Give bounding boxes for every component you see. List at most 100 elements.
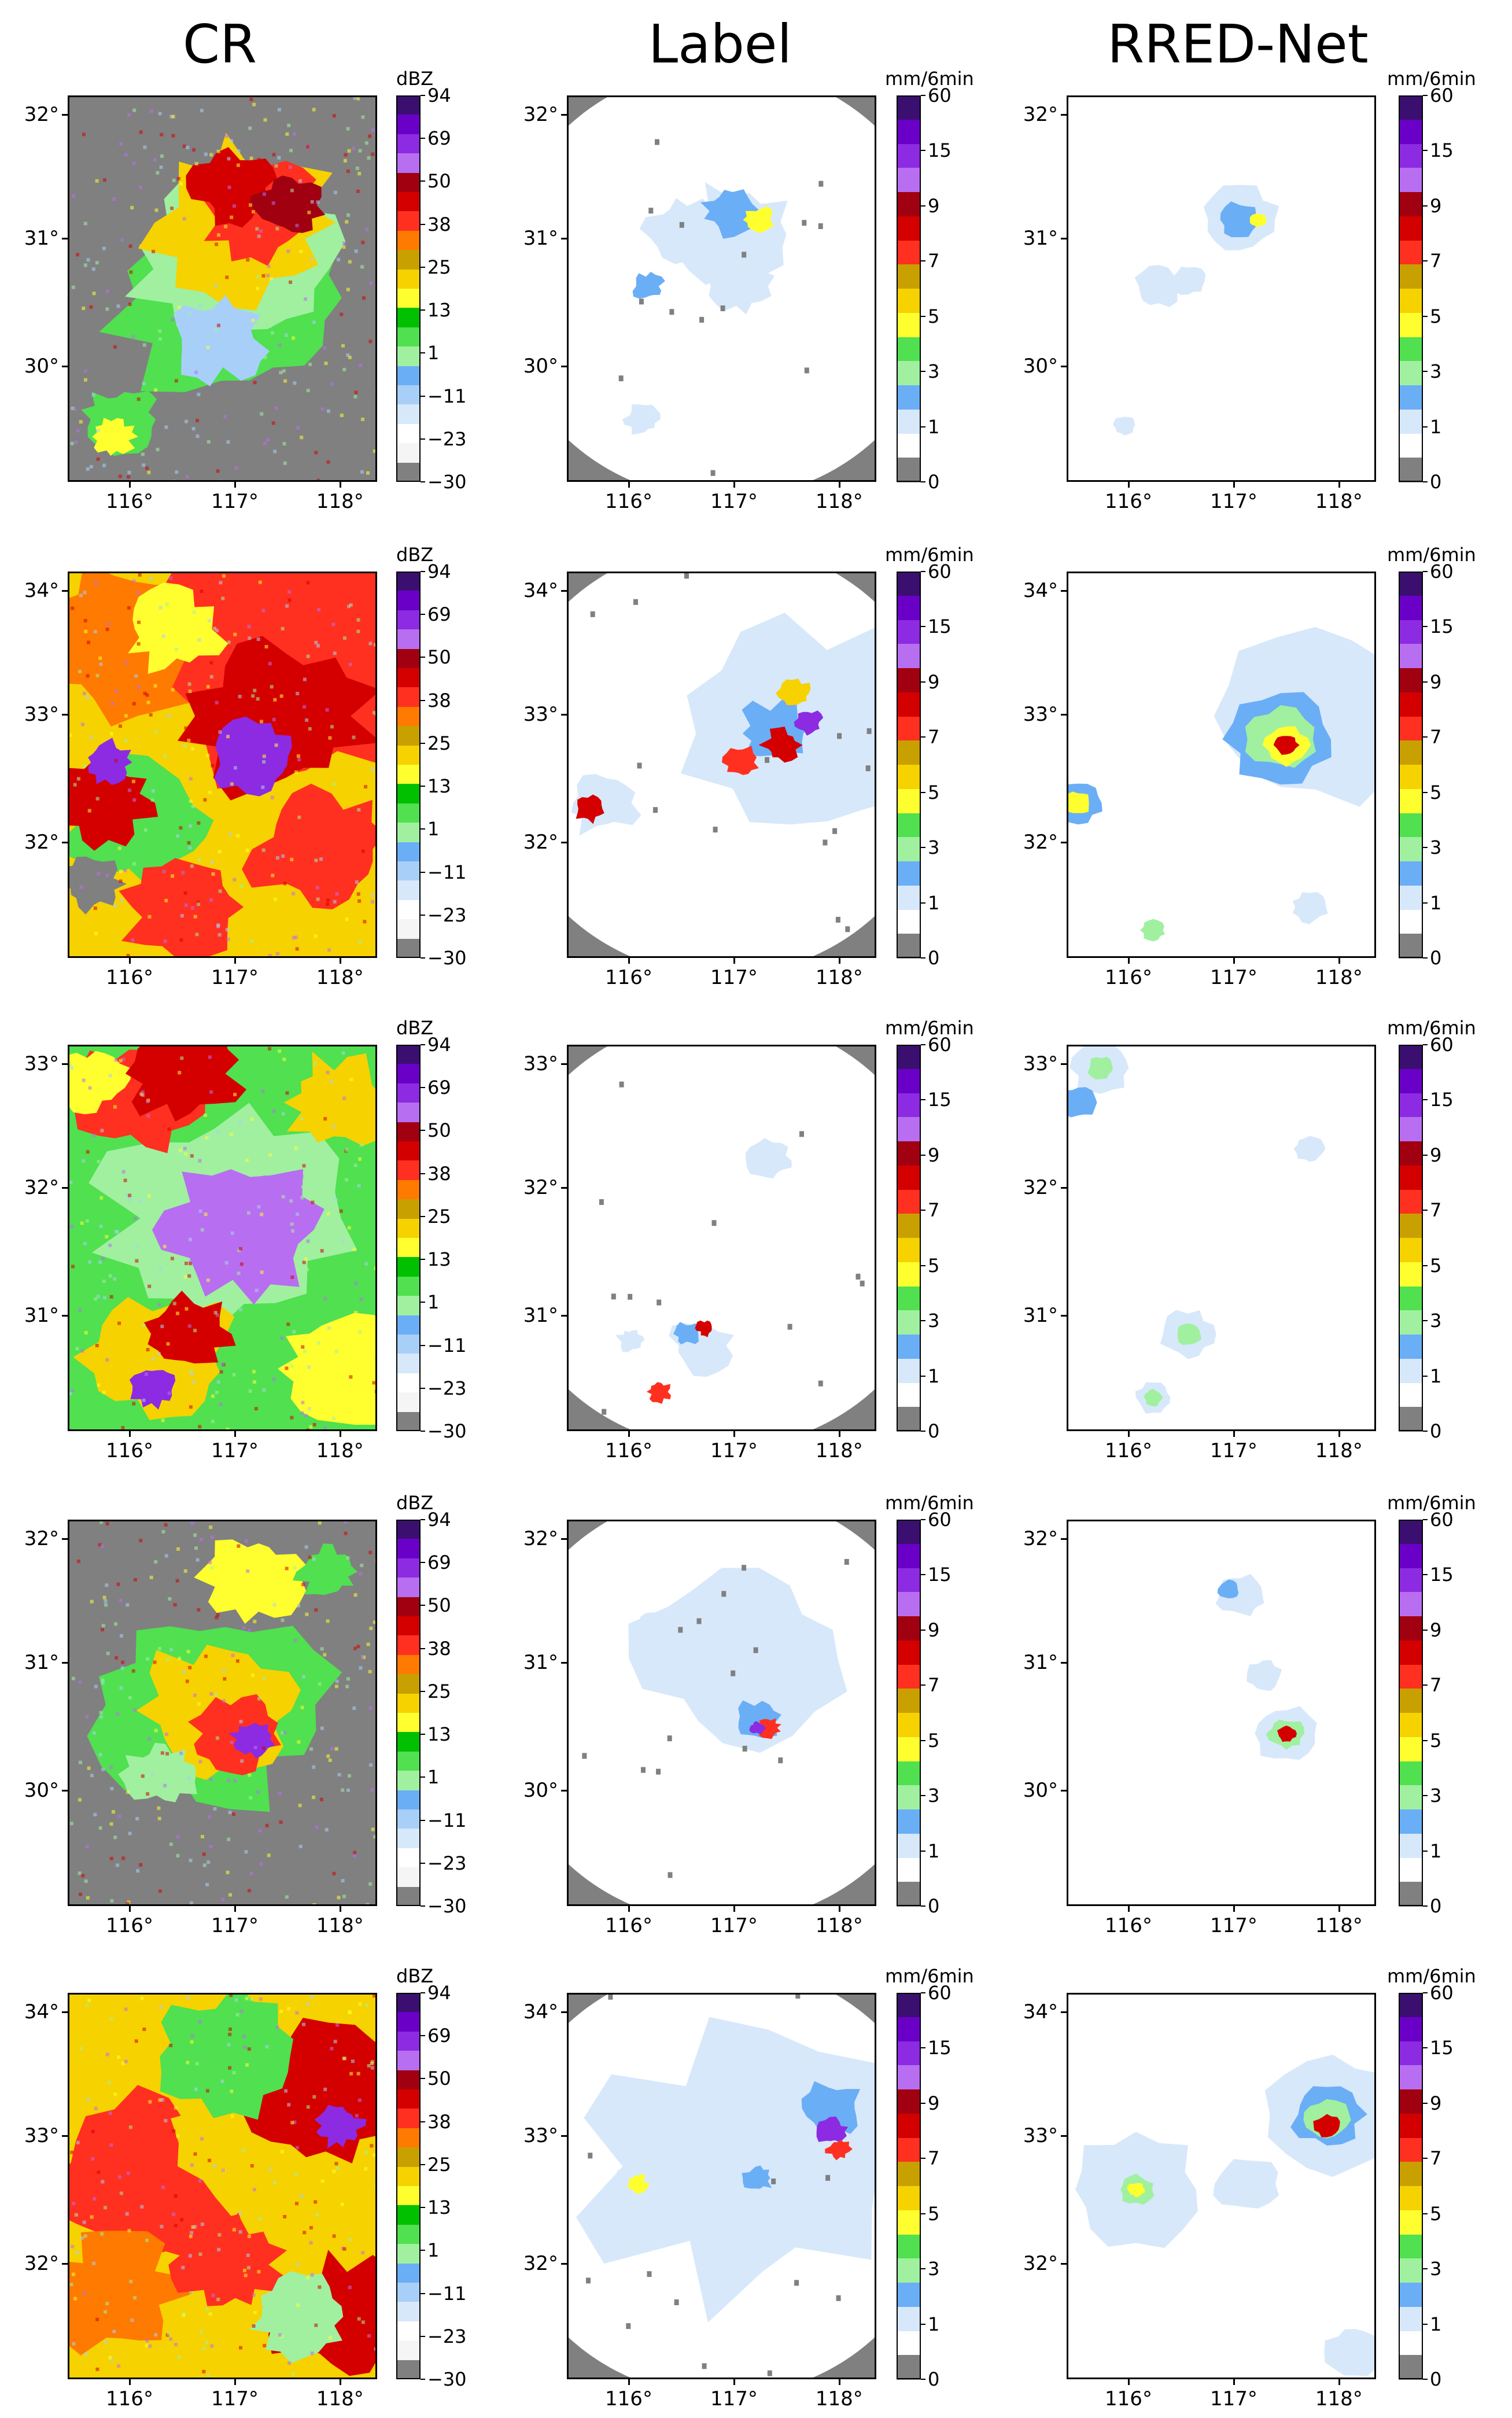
label-rain-0: [628, 1568, 847, 1753]
column-title-rred: RRED-Net: [1107, 13, 1369, 75]
cr-speckle: [246, 1429, 249, 1431]
colorbar-swatch: [897, 1833, 921, 1858]
cr-speckle: [324, 1828, 329, 1832]
cr-speckle: [185, 1262, 188, 1265]
cr-speckle: [110, 1240, 115, 1244]
cr-speckle: [290, 857, 294, 861]
cr-speckle: [287, 123, 291, 127]
cr-speckle: [301, 1583, 305, 1587]
lat-tick-label: 34°: [1023, 579, 1058, 603]
label-rain-3: [722, 746, 759, 775]
pred-rain-6: [1127, 2183, 1145, 2198]
cr-speckle: [252, 2293, 256, 2297]
cr-speckle: [148, 2100, 152, 2104]
cr-speckle: [117, 1814, 121, 1818]
colorbar-swatch: [396, 2109, 421, 2129]
colorbar-swatch: [897, 2065, 921, 2090]
cr-speckle: [256, 1790, 260, 1794]
cr-speckle: [119, 1686, 123, 1690]
colorbar-tick-label: 25: [427, 2153, 451, 2176]
lon-tick-mark: [234, 1906, 236, 1912]
cr-speckle: [330, 1746, 334, 1750]
cr-speckle: [312, 1765, 316, 1769]
cr-speckle: [176, 834, 180, 838]
cr-speckle: [205, 2089, 209, 2093]
colorbar-swatch: [396, 2089, 421, 2109]
cr-speckle: [302, 2022, 305, 2026]
cr-speckle: [176, 1311, 179, 1315]
cr-speckle: [290, 1276, 294, 1279]
cr-speckle: [326, 409, 330, 413]
cr-speckle: [176, 1853, 180, 1857]
colorbar-swatch: [897, 620, 921, 644]
cr-speckle: [186, 2061, 190, 2065]
pred-rain-5: [1247, 1660, 1282, 1691]
colorbar-tick-mark: [1423, 1320, 1428, 1322]
cr-speckle: [347, 149, 351, 153]
cr-speckle: [309, 257, 314, 261]
cr-speckle: [193, 915, 197, 919]
colorbar-swatch: [396, 784, 421, 804]
colorbar-tick-mark: [421, 1302, 425, 1303]
colorbar-tick-mark: [921, 426, 925, 427]
colorbar-swatch: [1399, 2355, 1423, 2380]
cr-speckle: [236, 163, 240, 167]
cr-speckle: [79, 594, 83, 598]
colorbar-swatch: [897, 1214, 921, 1239]
lon-tick-label: 116°: [106, 1439, 153, 1462]
cr-speckle: [244, 2273, 248, 2277]
cr-speckle: [228, 2032, 232, 2036]
label-rain-3: [749, 1721, 767, 1734]
cr-speckle: [164, 2119, 168, 2122]
cr-speckle: [187, 1274, 191, 1278]
colorbar-frame: [897, 1993, 921, 2379]
label-missing-pixel: [674, 2299, 679, 2305]
cr-speckle: [236, 834, 239, 838]
colorbar-tick-label: 60: [928, 1034, 952, 1056]
cr-speckle: [114, 1622, 118, 1626]
colorbar-tick-mark: [421, 2250, 425, 2251]
cr-speckle: [198, 1209, 202, 1213]
colorbar-swatch: [897, 2331, 921, 2356]
cr-speckle: [307, 211, 311, 215]
label-missing-pixel: [667, 1735, 672, 1742]
colorbar-swatch: [897, 385, 921, 410]
cr-speckle: [183, 1152, 187, 1156]
colorbar-swatch: [897, 361, 921, 386]
cr-speckle: [283, 379, 287, 383]
cr-speckle: [167, 1391, 171, 1395]
cr-speckle: [355, 166, 359, 170]
cr-speckle: [105, 1583, 109, 1587]
cr-speckle: [272, 717, 276, 721]
cr-speckle: [176, 176, 180, 180]
colorbar-tick-mark: [421, 438, 425, 440]
colorbar-tick-mark: [421, 1519, 425, 1520]
cr-speckle: [110, 1899, 114, 1903]
label-missing-pixel: [711, 1220, 717, 1226]
cr-speckle: [161, 1418, 165, 1422]
cr-speckle: [120, 1634, 123, 1638]
colorbar-frame: [396, 1045, 421, 1431]
cr-speckle: [218, 889, 222, 893]
cr-speckle: [272, 1603, 276, 1607]
colorbar-tick-mark: [921, 1629, 925, 1631]
cr-speckle: [364, 1359, 368, 1363]
colorbar-swatch: [396, 1577, 421, 1598]
colorbar-tick-label: 9: [1430, 670, 1442, 693]
cr-speckle: [200, 2222, 204, 2226]
colorbar-swatch: [396, 289, 421, 308]
cr-speckle: [332, 1417, 335, 1420]
cr-speckle: [190, 2034, 194, 2038]
colorbar-swatch: [1399, 1592, 1423, 1617]
panel-row1-cr-map: [68, 95, 377, 482]
colorbar-tick-mark: [1423, 1210, 1428, 1211]
panel-row5-cr-map: [68, 1993, 377, 2379]
colorbar-swatch: [897, 1520, 921, 1545]
cr-speckle: [235, 2012, 239, 2017]
colorbar-swatch: [396, 134, 421, 154]
label-missing-pixel: [818, 223, 823, 229]
lon-tick-label: 118°: [815, 1439, 863, 1462]
cr-speckle: [237, 1544, 241, 1548]
cr-speckle: [353, 96, 357, 100]
colorbar-tick-label: 7: [928, 726, 940, 749]
